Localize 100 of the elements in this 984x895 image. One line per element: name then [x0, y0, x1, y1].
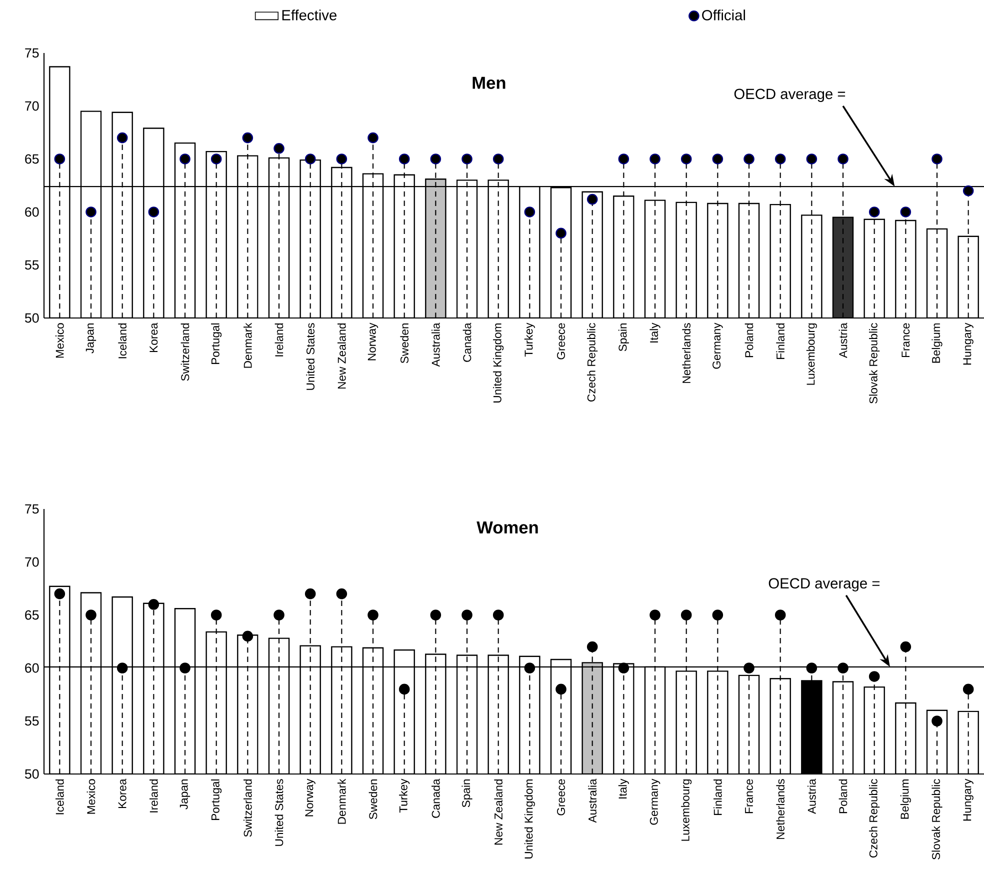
text: Women	[476, 522, 538, 534]
point	[586, 194, 598, 205]
point	[744, 154, 754, 164]
x-tick-label: United States	[306, 323, 314, 390]
point	[838, 154, 848, 164]
y-tick-label: 60	[25, 207, 39, 217]
point	[462, 154, 472, 164]
point	[868, 206, 880, 218]
x-tick-label: Australia	[432, 322, 440, 367]
x-tick-label: Finland	[714, 779, 722, 815]
point	[492, 154, 504, 164]
y-tick-label: 55	[25, 716, 39, 726]
x-tick-label: Switzerland	[180, 323, 190, 381]
x-tick-label: Hungary	[963, 778, 974, 821]
point	[586, 641, 598, 652]
point	[86, 206, 96, 218]
x-tick-label: New Zealand	[494, 779, 502, 845]
point	[148, 206, 160, 218]
x-tick-label: France	[745, 779, 753, 814]
point	[430, 154, 442, 164]
x-tick-label: New Zealand	[338, 323, 346, 389]
x-tick-label: Ireland	[274, 323, 284, 356]
y-tick-label: 65	[25, 154, 39, 164]
point	[242, 630, 254, 642]
x-tick-label: Poland	[744, 323, 754, 358]
x-tick-label: France	[902, 323, 910, 358]
x-tick-label: Denmark	[244, 322, 252, 368]
text: Men	[472, 76, 506, 89]
x-tick-label: Hungary	[963, 322, 974, 365]
point	[806, 154, 818, 164]
x-tick-label: Portugal	[211, 323, 222, 364]
point	[116, 132, 128, 144]
point	[650, 154, 660, 164]
y-tick-label: 70	[25, 101, 39, 111]
x-tick-label: Norway	[368, 322, 378, 360]
point	[54, 154, 66, 164]
x-tick-label: Canada	[432, 778, 440, 818]
point	[900, 641, 912, 652]
x-tick-label: Germany	[650, 778, 660, 825]
x-tick-label: Belgium	[932, 323, 942, 363]
x-tick-label: Slovak Republic	[869, 323, 880, 404]
x-tick-label: Spain	[462, 779, 472, 808]
point	[304, 154, 316, 164]
point	[368, 132, 378, 144]
x-tick-label: United States	[274, 779, 284, 846]
point	[398, 684, 410, 695]
point	[86, 610, 96, 620]
x-tick-label: Japan	[86, 323, 96, 354]
point	[368, 610, 378, 620]
point	[932, 716, 942, 726]
x-tick-label: Italy	[618, 778, 629, 798]
point	[680, 154, 692, 164]
x-tick-label: Mexico	[86, 779, 96, 814]
point	[336, 154, 348, 164]
y-tick-label: 50	[25, 769, 39, 779]
point	[774, 154, 786, 164]
point	[712, 154, 724, 164]
y-tick-label: 50	[25, 313, 39, 323]
point	[868, 671, 880, 682]
x-tick-label: Czech Republic	[869, 779, 880, 858]
point	[744, 662, 754, 674]
point	[492, 610, 504, 620]
x-tick-label: Norway	[305, 778, 316, 816]
ref-line-label: OECD average =	[768, 578, 880, 592]
x-tick-label: Ireland	[150, 779, 158, 812]
y-tick-label: 65	[25, 610, 39, 620]
x-tick-label: Luxembourg	[806, 323, 817, 385]
legend-label: Effective	[282, 10, 336, 20]
point	[148, 598, 160, 610]
point	[806, 662, 818, 674]
x-tick-label: Slovak Republic	[932, 779, 942, 860]
point	[932, 154, 942, 164]
x-tick-label: Canada	[462, 322, 472, 362]
point	[618, 154, 630, 164]
point	[900, 206, 912, 218]
x-tick-label: Austria	[838, 322, 848, 358]
x-tick-label: Australia	[588, 778, 596, 823]
x-tick-label: Turkey	[524, 322, 535, 357]
legend-label: Official	[702, 10, 745, 20]
point	[462, 610, 472, 620]
point	[210, 154, 222, 164]
y-tick-label: 70	[25, 557, 39, 567]
x-tick-label: Poland	[838, 779, 848, 814]
x-tick-label: Spain	[618, 323, 629, 352]
x-tick-label: United Kingdom	[493, 323, 504, 402]
x-tick-label: Iceland	[118, 323, 126, 358]
point	[304, 588, 316, 600]
point	[210, 610, 222, 620]
x-tick-label: Belgium	[900, 779, 911, 819]
point	[54, 588, 66, 600]
point	[680, 610, 692, 620]
y-tick-label: 60	[25, 663, 39, 673]
x-tick-label: Germany	[712, 322, 723, 369]
point	[336, 588, 348, 600]
point	[180, 662, 190, 674]
point	[524, 206, 536, 218]
x-tick-label: Iceland	[56, 779, 64, 814]
point	[180, 154, 190, 164]
x-tick-label: Netherlands	[682, 323, 690, 383]
point	[430, 610, 442, 620]
